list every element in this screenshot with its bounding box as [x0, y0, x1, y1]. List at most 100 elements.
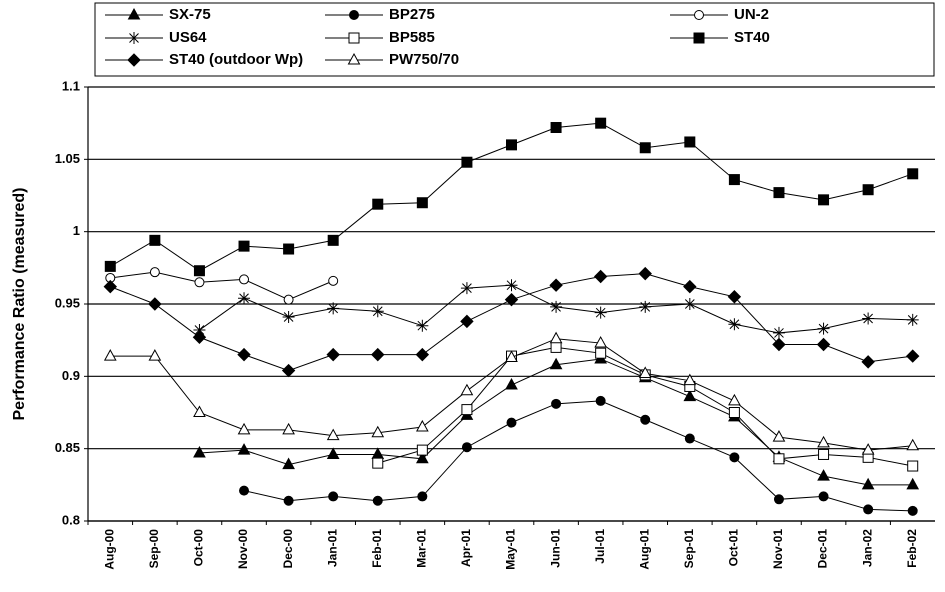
y-tick-label: 0.95: [55, 295, 80, 310]
marker: [549, 331, 563, 344]
marker: [282, 457, 295, 470]
x-tick-label: Nov-00: [236, 529, 250, 569]
marker: [416, 197, 428, 209]
marker: [149, 234, 161, 246]
marker: [818, 491, 829, 502]
marker: [347, 52, 361, 65]
marker: [505, 377, 518, 390]
marker: [104, 260, 116, 272]
marker: [638, 366, 652, 378]
marker: [906, 349, 920, 363]
marker: [128, 32, 140, 44]
series-line: [199, 358, 913, 486]
marker: [728, 407, 740, 418]
marker: [728, 174, 740, 186]
marker: [639, 300, 652, 313]
marker: [327, 234, 339, 246]
legend-label: BP275: [389, 6, 435, 23]
marker: [504, 292, 519, 307]
marker: [415, 451, 429, 464]
marker: [460, 282, 473, 295]
marker: [684, 136, 696, 148]
marker: [415, 347, 430, 362]
y-tick-label: 1: [73, 223, 80, 238]
marker: [372, 495, 383, 506]
marker: [371, 447, 385, 459]
marker: [506, 417, 517, 428]
marker: [549, 357, 563, 370]
marker: [461, 442, 472, 453]
marker: [594, 306, 607, 319]
legend-label: PW750/70: [389, 51, 459, 68]
legend-label: ST40 (outdoor Wp): [169, 51, 303, 68]
marker: [193, 405, 206, 417]
marker: [773, 187, 785, 199]
marker: [194, 277, 205, 288]
marker: [861, 443, 875, 455]
marker: [595, 347, 607, 359]
series-line: [110, 271, 334, 301]
marker: [772, 430, 786, 442]
marker: [817, 322, 830, 335]
marker: [640, 414, 651, 425]
marker: [460, 314, 474, 329]
y-tick-label: 0.85: [55, 440, 80, 455]
marker: [906, 477, 920, 490]
marker: [550, 300, 563, 313]
marker: [861, 477, 875, 490]
marker: [283, 243, 295, 255]
marker: [818, 448, 830, 460]
marker: [862, 184, 874, 196]
marker: [103, 349, 117, 361]
marker: [348, 32, 360, 44]
x-tick-label: Feb-01: [370, 529, 384, 568]
x-tick-label: Oct-01: [727, 529, 741, 567]
marker: [149, 267, 160, 278]
x-tick-label: Jan-02: [860, 529, 874, 567]
marker: [683, 298, 696, 310]
marker: [817, 435, 830, 448]
marker: [327, 302, 340, 315]
marker: [237, 347, 251, 362]
marker: [461, 404, 473, 416]
marker: [906, 438, 920, 451]
marker: [639, 142, 651, 154]
marker: [506, 139, 517, 151]
legend-label: BP585: [389, 29, 435, 46]
marker: [550, 122, 562, 134]
y-tick-label: 1.1: [62, 78, 80, 93]
marker: [728, 318, 741, 331]
marker: [371, 425, 385, 438]
marker: [238, 240, 250, 252]
marker: [693, 32, 705, 44]
marker: [907, 505, 918, 516]
marker: [683, 373, 697, 386]
marker: [862, 312, 875, 325]
marker: [551, 398, 562, 409]
marker: [461, 156, 473, 168]
marker: [192, 330, 207, 344]
marker: [349, 10, 359, 20]
marker: [683, 279, 697, 294]
marker: [906, 313, 919, 326]
marker: [729, 452, 740, 463]
marker: [127, 53, 141, 67]
marker: [861, 355, 875, 369]
marker: [773, 494, 784, 505]
marker: [816, 337, 831, 352]
marker: [505, 279, 518, 292]
x-tick-label: Dec-00: [281, 529, 295, 569]
legend-label: UN-2: [734, 6, 769, 23]
x-tick-label: Jul-01: [593, 529, 607, 564]
marker: [239, 485, 250, 496]
y-tick-label: 0.8: [62, 512, 80, 527]
marker: [371, 347, 385, 362]
marker: [238, 292, 251, 305]
marker: [283, 294, 294, 305]
x-tick-label: Oct-00: [192, 529, 206, 567]
x-tick-label: Feb-02: [905, 529, 919, 568]
y-axis-label: Performance Ratio (measured): [11, 188, 28, 421]
x-tick-label: Sep-01: [682, 529, 696, 569]
marker: [683, 389, 697, 402]
marker: [328, 491, 339, 502]
